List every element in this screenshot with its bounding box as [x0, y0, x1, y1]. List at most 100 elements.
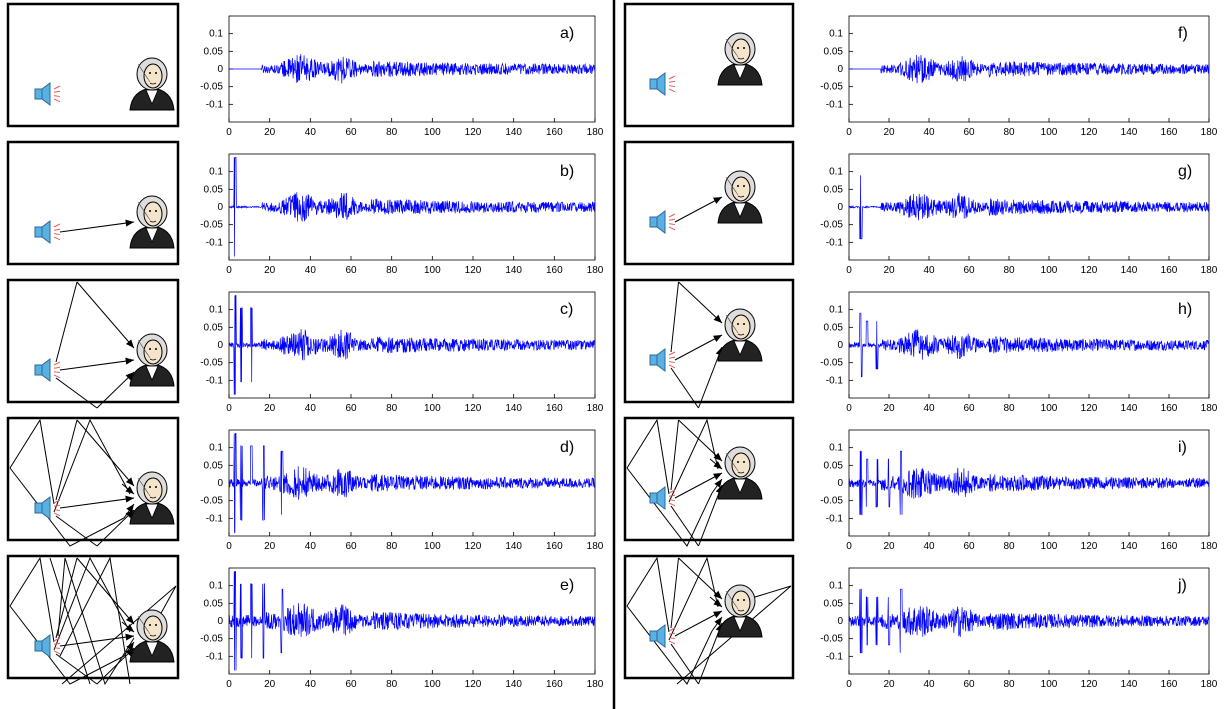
sound-wave-line	[53, 647, 61, 650]
x-tick-label: 120	[465, 127, 482, 138]
y-tick-label: -0.1	[826, 651, 844, 662]
x-tick-label: 0	[226, 541, 232, 552]
ray-arrowhead	[125, 339, 134, 348]
panel-i: 0.1 0.05 0 -0.05 -0.1 0 20 40 60 80 100 120 140 160 18…	[623, 416, 1218, 552]
x-tick-label: 20	[264, 127, 276, 138]
y-tick-label: 0.1	[829, 305, 843, 316]
sound-wave-line	[668, 632, 676, 635]
ray-line	[626, 556, 670, 633]
ray-arrowhead	[713, 611, 722, 618]
ray-line	[59, 556, 131, 685]
y-tick-label: 0.05	[204, 322, 224, 333]
sound-wave-line	[53, 90, 61, 93]
y-tick-label: -0.05	[200, 496, 223, 507]
y-tick-label: -0.05	[200, 220, 223, 231]
x-tick-label: 80	[386, 679, 398, 690]
portrait-hatch	[145, 489, 151, 497]
ray-arrowhead	[713, 314, 722, 323]
portrait-face	[731, 452, 751, 478]
x-tick-label: 160	[1161, 265, 1178, 276]
y-tick-label: 0.1	[829, 443, 843, 454]
ray-line	[55, 377, 98, 409]
ray-line	[59, 359, 135, 371]
x-tick-label: 140	[505, 679, 522, 690]
x-tick-label: 0	[846, 127, 852, 138]
speaker-cone	[656, 486, 666, 510]
x-tick-label: 80	[1003, 541, 1015, 552]
x-tick-label: 20	[264, 679, 276, 690]
y-tick-label: 0	[837, 202, 843, 213]
portrait-mouth	[149, 634, 157, 637]
speaker-cone	[41, 220, 51, 244]
x-tick-label: 0	[226, 679, 232, 690]
sound-wave-line	[53, 642, 61, 645]
y-tick-label: -0.1	[206, 237, 224, 248]
x-tick-label: 0	[226, 265, 232, 276]
speaker-cone	[656, 72, 666, 96]
x-tick-label: 140	[1121, 679, 1138, 690]
speaker-cone	[41, 358, 51, 382]
y-tick-label: -0.1	[826, 513, 844, 524]
x-tick-label: 180	[1201, 403, 1218, 414]
x-tick-label: 140	[505, 265, 522, 276]
x-tick-label: 80	[1003, 679, 1015, 690]
x-tick-label: 40	[305, 541, 317, 552]
ray-line	[674, 334, 723, 361]
ray-line	[678, 281, 723, 324]
ray-line	[670, 281, 679, 353]
portrait-eye	[737, 599, 739, 601]
x-tick-label: 120	[1081, 403, 1098, 414]
x-tick-label: 120	[465, 679, 482, 690]
y-tick-label: 0.05	[204, 598, 224, 609]
portrait-eye	[155, 486, 157, 488]
ray-line	[9, 605, 125, 685]
ray-arrowhead	[713, 590, 722, 599]
y-tick-label: 0	[217, 340, 223, 351]
x-tick-label: 160	[546, 679, 563, 690]
portrait-eye	[155, 210, 157, 212]
portrait-eye	[743, 461, 745, 463]
x-tick-label: 60	[345, 403, 357, 414]
ray-arrowhead	[713, 197, 722, 204]
panel-g: 0.1 0.05 0 -0.05 -0.1 0 20 40 60 80 100 120 140 160 18…	[623, 140, 1218, 276]
ray-line	[670, 505, 699, 547]
signal-trace	[228, 433, 596, 533]
x-tick-label: 60	[345, 541, 357, 552]
portrait-eye	[737, 461, 739, 463]
portrait-face	[731, 176, 751, 202]
ray-arrowhead	[125, 357, 134, 365]
ray-line	[670, 367, 699, 409]
panel-a: 0.1 0.05 0 -0.05 -0.1 0 20 40 60 80 100 120 140 160 18…	[6, 2, 604, 138]
x-tick-label: 80	[1003, 403, 1015, 414]
x-tick-label: 40	[923, 403, 935, 414]
portrait-hatch	[145, 627, 151, 635]
x-tick-label: 100	[424, 679, 441, 690]
x-tick-label: 160	[546, 127, 563, 138]
x-tick-label: 80	[386, 127, 398, 138]
y-tick-label: 0.1	[209, 443, 223, 454]
x-tick-label: 0	[846, 541, 852, 552]
ray-line	[59, 635, 135, 647]
x-tick-label: 120	[465, 541, 482, 552]
y-tick-label: 0	[217, 478, 223, 489]
sound-wave-line	[53, 95, 61, 98]
x-tick-label: 180	[587, 265, 604, 276]
x-tick-label: 180	[1201, 127, 1218, 138]
ray-line	[626, 418, 670, 495]
portrait-mouth	[737, 333, 745, 336]
x-tick-label: 20	[264, 403, 276, 414]
x-tick-label: 120	[1081, 265, 1098, 276]
ray-line	[49, 557, 91, 685]
sound-wave-line	[53, 85, 61, 90]
x-tick-label: 0	[846, 679, 852, 690]
ray-line	[53, 418, 131, 513]
y-tick-label: -0.1	[206, 99, 224, 110]
y-tick-label: 0.05	[204, 184, 224, 195]
portrait-mouth	[737, 609, 745, 612]
y-tick-label: -0.05	[820, 496, 843, 507]
portrait-face	[731, 38, 751, 64]
portrait-eye	[737, 323, 739, 325]
speaker-cone	[41, 634, 51, 658]
y-tick-label: -0.1	[826, 237, 844, 248]
y-tick-label: 0.1	[209, 167, 223, 178]
